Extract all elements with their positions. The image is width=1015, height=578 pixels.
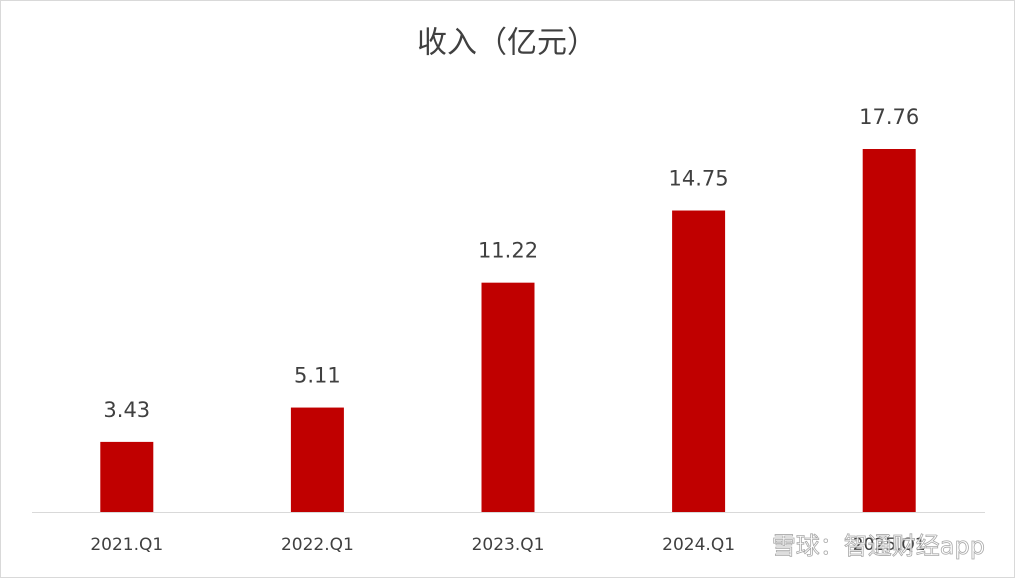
x-tick-label: 2024.Q1 — [662, 535, 735, 555]
data-label: 14.75 — [669, 167, 729, 191]
bar — [862, 149, 916, 512]
x-tick-label: 2025.Q1 — [853, 535, 926, 555]
data-label: 11.22 — [478, 239, 538, 263]
x-tick-label: 2023.Q1 — [472, 535, 545, 555]
data-label: 17.76 — [859, 105, 919, 129]
bar — [672, 210, 726, 512]
data-label: 3.43 — [103, 398, 150, 422]
bar — [100, 441, 154, 512]
watermark: 雪球：智通财经app — [772, 532, 985, 560]
x-tick-label: 2022.Q1 — [281, 535, 354, 555]
chart-title: 收入（亿元） — [417, 26, 597, 61]
bar — [481, 282, 535, 512]
bar — [290, 407, 344, 512]
data-label: 5.11 — [294, 364, 341, 388]
x-tick-label: 2021.Q1 — [90, 535, 163, 555]
